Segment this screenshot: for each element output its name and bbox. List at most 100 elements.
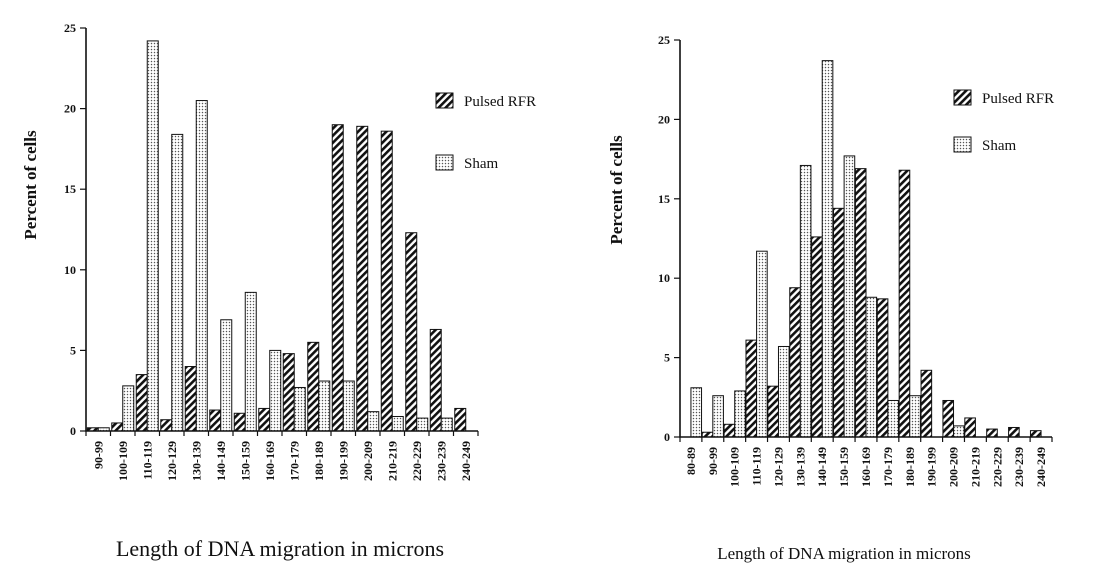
bar-pulsed-rfr-120-129	[160, 419, 173, 432]
bar-pulsed-rfr-210-219	[380, 130, 393, 432]
bar-sham-110-119	[146, 40, 159, 432]
x-category-label: 90-99	[91, 441, 105, 469]
bar-pulsed-rfr-130-139	[789, 287, 801, 438]
legend-label: Sham	[464, 156, 499, 172]
bar-sham-100-109	[734, 390, 746, 438]
bar-sham-220-229	[416, 417, 429, 432]
bar-sham-180-189	[909, 395, 921, 438]
bar-sham-210-219	[391, 415, 404, 432]
bar-pulsed-rfr-130-139	[184, 366, 197, 432]
x-category-label: 160-169	[263, 441, 277, 481]
bar-sham-180-189	[318, 380, 331, 432]
bar-sham-140-149	[220, 319, 233, 432]
bar-pulsed-rfr-140-149	[811, 236, 823, 438]
bar-sham-200-209	[953, 425, 965, 438]
bar-sham-110-119	[756, 250, 768, 438]
bar-pulsed-rfr-240-249	[1029, 430, 1042, 438]
y-tick-label: 25	[64, 21, 76, 35]
bar-pulsed-rfr-220-229	[405, 232, 418, 432]
bar-pulsed-rfr-140-149	[209, 409, 222, 432]
x-category-label: 120-129	[771, 447, 785, 487]
y-tick-label: 5	[70, 343, 76, 357]
y-tick-label: 0	[664, 430, 670, 444]
x-category-label: 160-169	[859, 447, 873, 487]
x-category-label: 130-139	[793, 447, 807, 487]
x-category-label: 90-99	[706, 447, 720, 475]
x-category-label: 150-159	[837, 447, 851, 487]
bar-sham-170-179	[293, 386, 306, 432]
x-category-label: 240-249	[1034, 447, 1048, 487]
y-tick-label: 10	[658, 271, 670, 285]
bar-pulsed-rfr-210-219	[964, 417, 976, 438]
chart-left: 0 5 10 15 20 25 90-99 100-109 110-119 120-129 130-…	[21, 21, 536, 561]
bar-sham-200-209	[367, 411, 380, 432]
bar-pulsed-rfr-190-199	[331, 124, 344, 432]
legend-label: Pulsed RFR	[464, 94, 536, 110]
x-category-label: 240-249	[459, 441, 473, 481]
x-category-label: 150-159	[238, 441, 252, 481]
x-category-label: 80-89	[684, 447, 698, 475]
y-tick-label: 0	[70, 424, 76, 438]
axis-lines	[85, 28, 478, 432]
y-axis-label: Percent of cells	[607, 135, 626, 245]
bar-pulsed-rfr-200-209	[356, 125, 369, 432]
bar-pulsed-rfr-190-199	[920, 369, 933, 438]
x-category-label: 100-109	[728, 447, 742, 487]
bar-sham-130-139	[195, 100, 208, 432]
bar-pulsed-rfr-230-239	[1008, 426, 1020, 438]
x-category-label: 190-199	[925, 447, 939, 487]
y-tick-label: 25	[658, 33, 670, 47]
x-category-label: 220-229	[990, 447, 1004, 487]
bar-sham-170-179	[887, 399, 899, 438]
x-category-label: 110-119	[140, 441, 154, 480]
bar-sham-230-239	[440, 417, 453, 432]
bar-pulsed-rfr-180-189	[307, 341, 320, 432]
x-category-label: 180-189	[312, 441, 326, 481]
x-category-label: 180-189	[903, 447, 917, 487]
bar-sham-80-89	[690, 387, 703, 438]
bar-sham-140-149	[821, 60, 834, 438]
bar-sham-190-199	[342, 380, 355, 432]
bar-pulsed-rfr-230-239	[429, 328, 442, 432]
x-category-label: 210-219	[385, 441, 399, 481]
bar-pulsed-rfr-110-119	[745, 339, 758, 438]
bar-sham-150-159	[843, 155, 856, 438]
bar-sham-120-129	[171, 133, 184, 432]
bar-pulsed-rfr-170-179	[876, 298, 889, 438]
x-category-label: 120-129	[165, 441, 179, 481]
x-category-label: 100-109	[116, 441, 130, 481]
y-tick-label: 15	[658, 192, 670, 206]
bar-pulsed-rfr-100-109	[723, 423, 736, 438]
x-category-label: 230-239	[434, 441, 448, 481]
bar-pulsed-rfr-180-189	[898, 169, 911, 438]
bar-pulsed-rfr-150-159	[233, 412, 246, 432]
bar-pulsed-rfr-170-179	[282, 353, 295, 432]
chart-right: 0 5 10 15 20 25 80-89 90-99 100-109 110-119 120-12…	[560, 0, 1098, 573]
x-category-label: 170-179	[287, 441, 301, 481]
bar-sham-160-169	[269, 349, 282, 432]
x-category-label: 140-149	[214, 441, 228, 481]
x-category-label: 220-229	[410, 441, 424, 481]
x-category-label: 130-139	[189, 441, 203, 481]
y-tick-label: 10	[64, 263, 76, 277]
bar-pulsed-rfr-200-209	[942, 399, 955, 438]
y-axis-label: Percent of cells	[21, 130, 40, 240]
legend-swatch-sham	[435, 154, 454, 171]
x-category-label: 210-219	[968, 447, 982, 487]
chart-right-plot: 0 5 10 15 20 25 80-89 90-99 100-109 110-119 120-12…	[607, 33, 1054, 487]
legend-swatch-pulsed-rfr	[953, 89, 972, 106]
x-category-label: 230-239	[1012, 447, 1026, 487]
bar-sham-130-139	[799, 164, 812, 438]
x-category-label: 200-209	[947, 447, 961, 487]
bar-pulsed-rfr-160-169	[258, 407, 271, 432]
x-axis-label: Length of DNA migration in microns	[115, 536, 445, 561]
bar-pulsed-rfr-160-169	[854, 168, 867, 438]
y-tick-label: 20	[658, 112, 670, 126]
chart-left-plot: 0 5 10 15 20 25 90-99 100-109 110-119 120-129 130-…	[21, 21, 536, 481]
bar-pulsed-rfr-120-129	[767, 385, 779, 438]
legend-label: Sham	[982, 138, 1017, 154]
x-category-label: 170-179	[881, 447, 895, 487]
x-category-label: 110-119	[750, 447, 764, 486]
bar-pulsed-rfr-150-159	[833, 207, 845, 438]
bar-sham-120-129	[777, 345, 790, 438]
